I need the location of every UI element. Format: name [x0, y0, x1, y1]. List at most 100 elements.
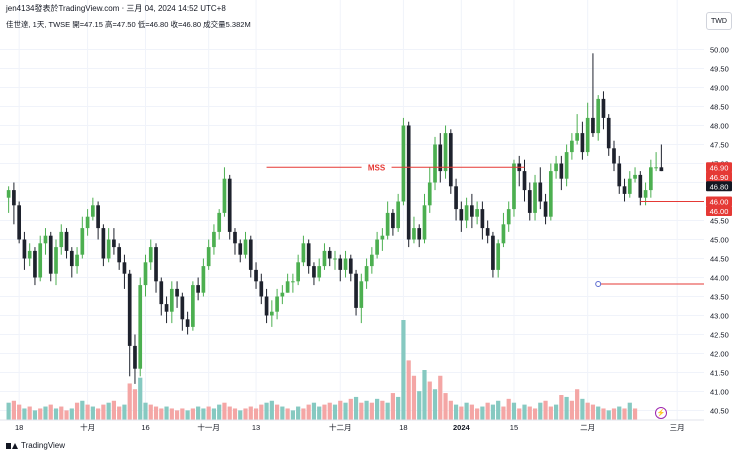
- volume-bar: [369, 402, 374, 420]
- tradingview-icon: [6, 442, 18, 450]
- currency-button[interactable]: TWD: [706, 12, 732, 30]
- candle-body: [612, 148, 616, 164]
- candle-body: [375, 239, 379, 255]
- candle-body: [69, 250, 74, 267]
- stop-loss-handle[interactable]: [595, 280, 602, 287]
- candles: [6, 53, 664, 384]
- volume-bar: [285, 408, 290, 420]
- candle-body: [496, 243, 501, 270]
- candle-body: [485, 228, 490, 236]
- volume-bar: [290, 410, 295, 420]
- volume-bar: [485, 402, 490, 420]
- candle-body: [491, 235, 495, 270]
- price-tick-label: 44.00: [710, 274, 729, 283]
- candle-body: [459, 209, 464, 221]
- volume-bar: [164, 406, 169, 420]
- candle-body: [438, 144, 443, 172]
- lightning-icon[interactable]: ⚡: [655, 407, 667, 419]
- candle-body: [396, 201, 401, 229]
- candle-body: [322, 250, 327, 267]
- candle-body: [448, 133, 453, 187]
- volume-bar: [553, 404, 559, 420]
- candle-body: [43, 235, 48, 244]
- volume-bar: [64, 410, 69, 420]
- candle-body: [12, 190, 16, 206]
- volume-bar: [569, 400, 574, 420]
- price-tick-label: 44.50: [710, 255, 729, 264]
- candle-body: [317, 266, 322, 278]
- time-axis[interactable]: 18 十月 16 十一月 13 十二月 18 2024 15 二月 三月: [0, 419, 704, 432]
- candle-body: [101, 228, 106, 259]
- volume-bar: [459, 406, 464, 420]
- chart-title: jen4134發表於TradingView.com ‧ 三月 04, 2024 …: [6, 4, 226, 13]
- candle-body: [106, 239, 111, 259]
- price-label-text: 46.90: [710, 173, 729, 182]
- price-tick-label: 40.50: [710, 407, 729, 416]
- candle-body: [564, 152, 569, 179]
- volume-bar: [59, 406, 64, 420]
- volume-bar: [6, 402, 11, 420]
- time-tick-label: 18: [15, 423, 23, 432]
- candle-body: [506, 209, 511, 225]
- volume-bar: [232, 408, 238, 420]
- volume-bar: [501, 406, 506, 420]
- candle-body: [164, 304, 169, 312]
- candle-body: [269, 311, 274, 316]
- volume-bar: [380, 400, 385, 420]
- candle-body: [480, 209, 485, 229]
- candle-body: [301, 243, 306, 263]
- volume-bar: [438, 375, 443, 420]
- volume-bar: [453, 404, 459, 420]
- price-axis[interactable]: 50.0049.5049.0048.5048.0047.5047.0046.50…: [704, 0, 740, 454]
- volume-bar: [543, 400, 548, 420]
- price-tick-label: 47.50: [710, 141, 729, 150]
- volume-bar: [475, 408, 480, 420]
- volume-bar: [206, 406, 211, 420]
- price-label-text: 46.00: [710, 198, 729, 207]
- candle-body: [233, 231, 237, 244]
- candle-body: [275, 296, 279, 312]
- candle-body: [333, 258, 337, 260]
- candle-body: [169, 288, 174, 312]
- volume-bar: [159, 408, 164, 420]
- volume-bar: [274, 404, 280, 420]
- volume-bar: [585, 402, 590, 420]
- volume-bar: [522, 404, 527, 420]
- volume-bar: [406, 360, 411, 420]
- volume-bar: [480, 406, 485, 420]
- volume-bar: [180, 408, 185, 420]
- volume-bar: [317, 406, 322, 420]
- candle-body: [59, 231, 64, 248]
- volume-bar: [606, 410, 611, 420]
- candle-body: [117, 247, 122, 263]
- candle-body: [191, 285, 195, 327]
- volume-bar: [53, 408, 59, 420]
- time-tick-label: 十月: [80, 422, 95, 432]
- candle-body: [291, 281, 295, 283]
- candle-body: [454, 186, 458, 210]
- volume-bar: [185, 410, 190, 420]
- volume-bar: [90, 406, 95, 420]
- time-tick-label: 13: [252, 423, 260, 432]
- volume-bar: [611, 408, 617, 420]
- candle-body: [85, 216, 90, 229]
- candle-body: [443, 133, 448, 172]
- candle-body: [596, 98, 601, 134]
- candle-body: [527, 190, 532, 213]
- candle-body: [148, 247, 153, 263]
- volume-bar: [532, 408, 538, 420]
- time-tick-label: 十一月: [197, 422, 220, 432]
- candle-body: [196, 285, 200, 293]
- volume-bar: [590, 404, 596, 420]
- candle-body: [38, 243, 43, 278]
- candle-body: [138, 285, 143, 369]
- price-label-tag: [706, 162, 732, 173]
- candle-body: [80, 228, 85, 255]
- volume-bar: [396, 396, 401, 420]
- volume-bars: [6, 320, 638, 420]
- candle-body: [627, 178, 632, 194]
- volume-bar: [138, 377, 143, 420]
- candle-body: [643, 190, 648, 198]
- volume-bar: [22, 408, 27, 420]
